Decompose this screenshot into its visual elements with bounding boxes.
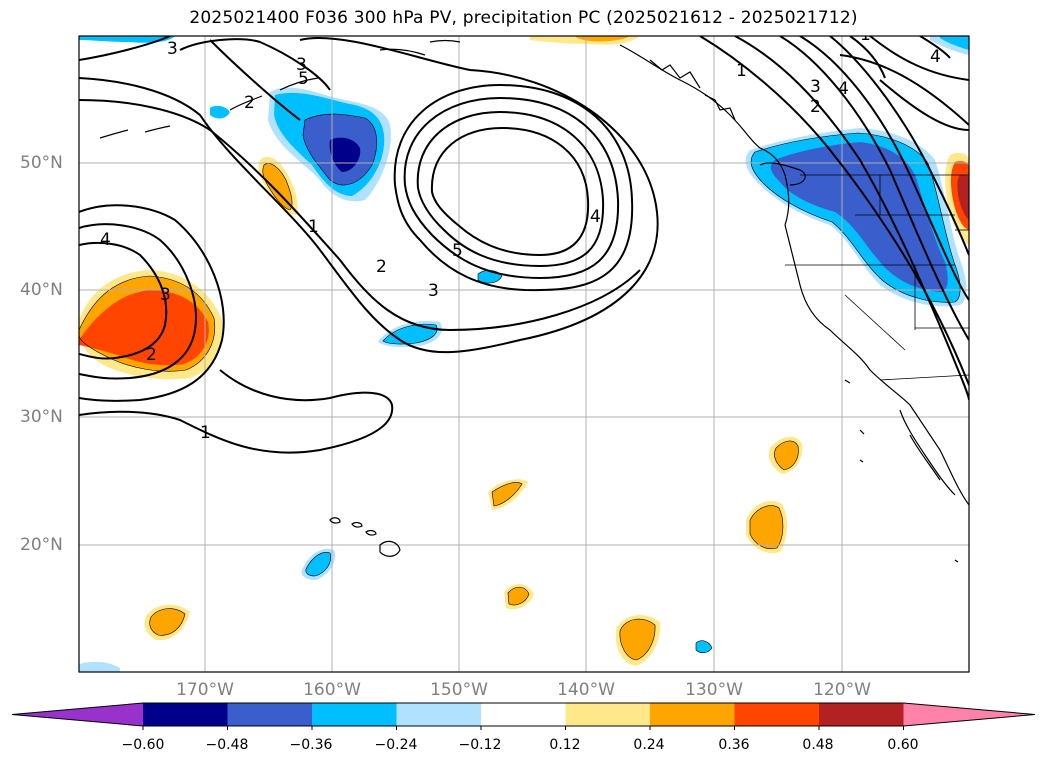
contour-label: 3: [810, 77, 821, 97]
colorbar-segment: [143, 703, 228, 726]
contour-label: 4: [930, 47, 941, 67]
contour-label: 3: [428, 281, 439, 301]
colorbar-segment: [227, 703, 313, 726]
lat-label: 50°N: [20, 153, 63, 173]
lon-label: 120°W: [813, 680, 871, 700]
colorbar-tick-label: 0.24: [633, 737, 665, 753]
colorbar-tick-label: −0.12: [458, 737, 502, 753]
coastlines: [99, 39, 969, 563]
contour-label: 1: [308, 217, 319, 237]
colorbar-extend-right: [903, 703, 1035, 726]
lat-label: 20°N: [20, 535, 63, 555]
colorbar-segment: [312, 703, 397, 726]
contour-label: 5: [298, 69, 309, 89]
lat-label: 30°N: [20, 407, 63, 427]
plot-frame: [78, 35, 970, 673]
contour-label: 1: [736, 61, 747, 81]
map-title: 2025021400 F036 300 hPa PV, precipitatio…: [189, 8, 858, 28]
colorbar-extend-left: [12, 703, 143, 726]
contour-label: 2: [376, 257, 387, 277]
colorbar-tick-label: −0.24: [374, 737, 418, 753]
contour-label: 2: [810, 97, 821, 117]
colorbar-tick-label: 0.48: [802, 737, 834, 753]
colorbar-segment: [481, 703, 566, 726]
colorbar-tick-label: −0.36: [289, 737, 333, 753]
gridlines: [79, 36, 969, 672]
colorbar-tick-label: −0.48: [205, 737, 249, 753]
pv-contours: [79, 36, 969, 454]
contour-label: 5: [452, 241, 463, 261]
lon-label: 160°W: [303, 680, 361, 700]
contour-label: 1: [860, 25, 871, 45]
lon-label: 130°W: [685, 680, 743, 700]
contour-label: 2: [244, 93, 255, 113]
lon-label: 140°W: [557, 680, 615, 700]
contour-label: 4: [838, 79, 849, 99]
contour-label: 4: [590, 207, 601, 227]
contour-label: 3: [296, 55, 307, 75]
lat-label: 40°N: [20, 280, 63, 300]
precip-outlines: [79, 113, 961, 661]
contour-label: 4: [100, 230, 111, 250]
colorbar-tick-label: 0.12: [549, 737, 581, 753]
lon-label: 170°W: [176, 680, 234, 700]
colorbar-segment: [396, 703, 482, 726]
contour-label: 3: [160, 285, 171, 305]
contour-label: 3: [167, 39, 178, 59]
colorbar-tick-label: 0.36: [718, 737, 750, 753]
lon-label: 150°W: [430, 680, 488, 700]
contour-labels: 3 5 4 1 2 3 4 3 2 5 4 3 2 1 1 4 3 2 1: [100, 25, 941, 443]
contour-label: 2: [146, 345, 157, 365]
contour-label: 1: [200, 423, 211, 443]
borders: [785, 174, 969, 381]
colorbar: [11, 702, 1036, 730]
colorbar-tick-label: 0.60: [887, 737, 919, 753]
colorbar-segment: [819, 703, 904, 726]
colorbar-segment: [650, 703, 735, 726]
colorbar-segment: [565, 703, 651, 726]
colorbar-segment: [734, 703, 820, 726]
colorbar-tick-label: −0.60: [121, 737, 165, 753]
